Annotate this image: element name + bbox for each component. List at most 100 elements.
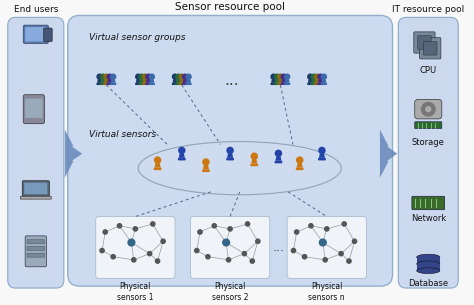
Polygon shape <box>186 79 191 83</box>
FancyBboxPatch shape <box>20 196 51 199</box>
Polygon shape <box>146 79 151 83</box>
FancyBboxPatch shape <box>185 83 192 85</box>
Polygon shape <box>179 153 185 158</box>
Polygon shape <box>97 79 102 83</box>
FancyBboxPatch shape <box>135 83 142 85</box>
Polygon shape <box>143 79 147 83</box>
FancyBboxPatch shape <box>202 170 210 172</box>
FancyBboxPatch shape <box>273 83 280 85</box>
FancyBboxPatch shape <box>25 99 43 118</box>
Circle shape <box>250 259 255 263</box>
FancyBboxPatch shape <box>277 83 283 85</box>
FancyBboxPatch shape <box>414 32 435 53</box>
FancyBboxPatch shape <box>419 38 441 59</box>
Polygon shape <box>319 153 325 158</box>
FancyBboxPatch shape <box>270 83 277 85</box>
FancyBboxPatch shape <box>418 36 431 49</box>
FancyBboxPatch shape <box>307 83 314 85</box>
Circle shape <box>294 230 299 234</box>
FancyBboxPatch shape <box>318 158 326 160</box>
FancyBboxPatch shape <box>284 83 291 85</box>
FancyBboxPatch shape <box>423 41 437 55</box>
Polygon shape <box>104 79 109 83</box>
Circle shape <box>136 74 141 79</box>
Text: End users: End users <box>14 5 58 13</box>
FancyBboxPatch shape <box>310 83 317 85</box>
Ellipse shape <box>417 261 440 267</box>
Text: Sensor resource pool: Sensor resource pool <box>175 2 285 12</box>
FancyBboxPatch shape <box>23 95 45 124</box>
FancyBboxPatch shape <box>23 25 48 44</box>
Circle shape <box>319 147 325 153</box>
FancyBboxPatch shape <box>415 122 442 128</box>
FancyBboxPatch shape <box>27 246 45 250</box>
FancyBboxPatch shape <box>138 83 145 85</box>
FancyBboxPatch shape <box>179 83 185 85</box>
Text: ...: ... <box>273 241 284 254</box>
Text: Physical
sensors 2: Physical sensors 2 <box>212 282 248 302</box>
Circle shape <box>421 102 435 116</box>
Text: Physical
sensors n: Physical sensors n <box>309 282 345 302</box>
Circle shape <box>133 227 137 231</box>
Circle shape <box>342 222 346 226</box>
Polygon shape <box>275 156 282 161</box>
Polygon shape <box>318 79 323 83</box>
FancyBboxPatch shape <box>107 83 113 85</box>
Circle shape <box>297 157 303 163</box>
Circle shape <box>173 74 178 79</box>
Text: CPU: CPU <box>419 66 437 75</box>
Ellipse shape <box>138 142 341 195</box>
Circle shape <box>176 74 181 79</box>
Circle shape <box>352 239 356 243</box>
FancyBboxPatch shape <box>296 167 304 170</box>
Circle shape <box>212 224 216 228</box>
Polygon shape <box>278 79 283 83</box>
Circle shape <box>227 258 231 262</box>
FancyBboxPatch shape <box>110 83 117 85</box>
Polygon shape <box>271 79 276 83</box>
FancyBboxPatch shape <box>96 83 103 85</box>
Circle shape <box>111 255 115 259</box>
Circle shape <box>179 74 184 79</box>
FancyBboxPatch shape <box>398 17 458 288</box>
Circle shape <box>128 239 135 246</box>
Circle shape <box>339 252 343 256</box>
Circle shape <box>308 74 313 79</box>
FancyBboxPatch shape <box>191 217 270 278</box>
Polygon shape <box>182 79 188 83</box>
Circle shape <box>97 74 102 79</box>
Circle shape <box>246 222 250 226</box>
FancyBboxPatch shape <box>154 167 162 170</box>
Polygon shape <box>321 79 327 83</box>
FancyBboxPatch shape <box>148 83 155 85</box>
FancyBboxPatch shape <box>25 27 46 41</box>
Circle shape <box>155 157 161 163</box>
Circle shape <box>292 248 296 253</box>
Circle shape <box>325 227 329 231</box>
Circle shape <box>275 150 282 156</box>
Circle shape <box>281 74 286 79</box>
Circle shape <box>146 74 151 79</box>
FancyBboxPatch shape <box>281 83 287 85</box>
Polygon shape <box>110 79 116 83</box>
Polygon shape <box>100 79 106 83</box>
Circle shape <box>318 74 323 79</box>
Polygon shape <box>251 159 257 164</box>
Circle shape <box>274 74 280 79</box>
Circle shape <box>426 107 431 112</box>
FancyBboxPatch shape <box>22 181 49 196</box>
Circle shape <box>161 239 165 243</box>
Circle shape <box>255 239 260 243</box>
FancyBboxPatch shape <box>103 83 109 85</box>
Polygon shape <box>284 79 290 83</box>
Polygon shape <box>149 79 155 83</box>
Circle shape <box>203 159 209 165</box>
FancyBboxPatch shape <box>415 99 442 119</box>
Circle shape <box>155 259 160 263</box>
Circle shape <box>110 74 116 79</box>
Circle shape <box>195 248 199 253</box>
Circle shape <box>186 74 191 79</box>
FancyBboxPatch shape <box>412 196 445 210</box>
Circle shape <box>100 248 104 253</box>
Text: Physical
sensors 1: Physical sensors 1 <box>117 282 154 302</box>
